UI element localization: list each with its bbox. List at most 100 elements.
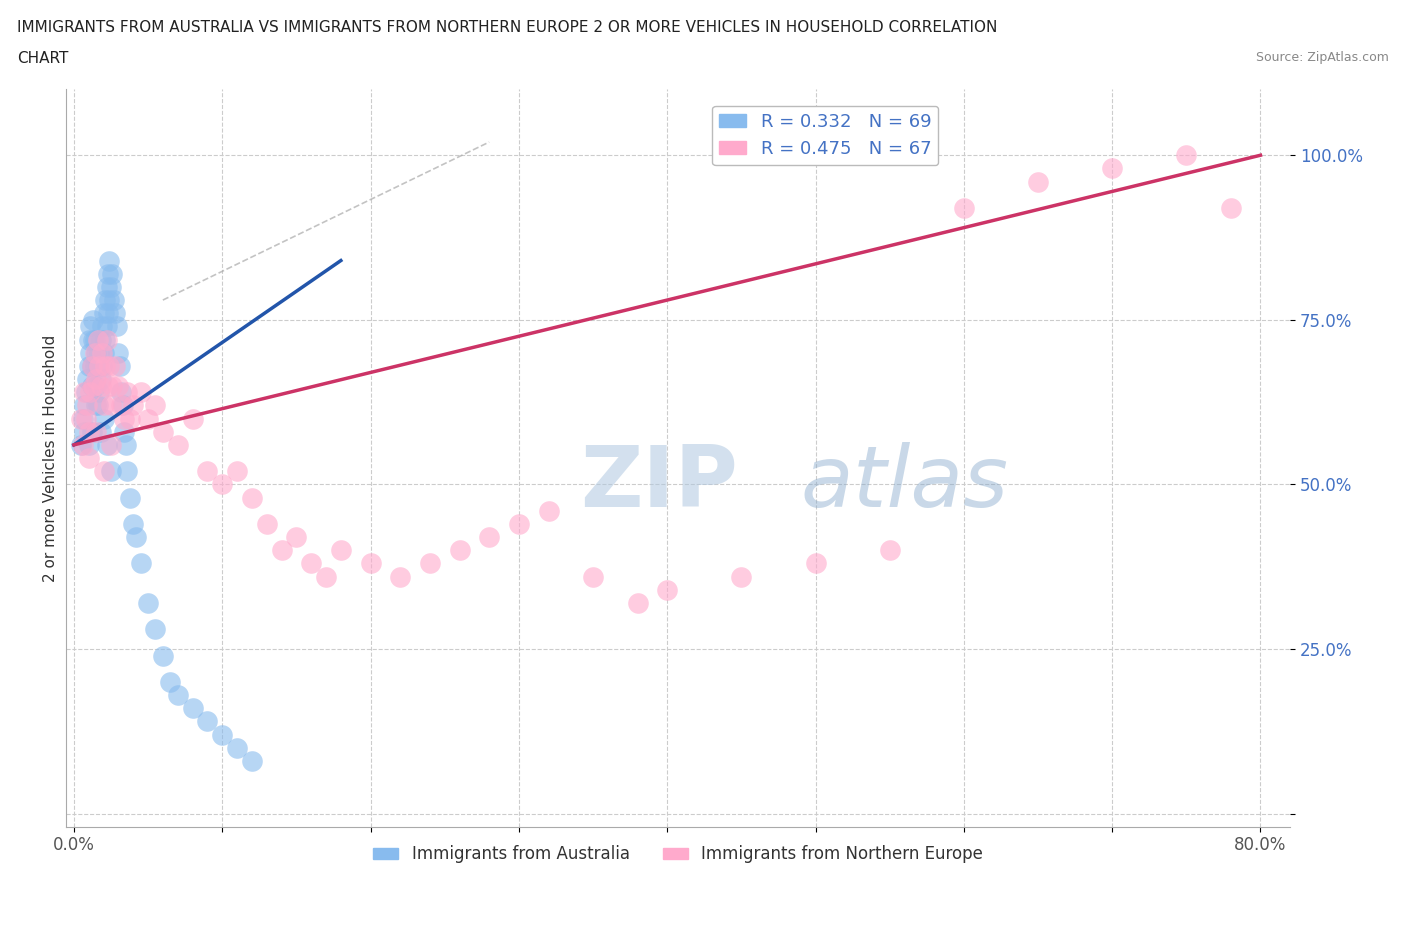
- Point: [98, 293, 121, 308]
- Point: [76, 372, 98, 387]
- Point: [90, 424, 112, 439]
- Point: [129, 556, 152, 571]
- Point: [419, 556, 441, 571]
- Point: [90, 372, 112, 387]
- Point: [730, 569, 752, 584]
- Point: [626, 595, 648, 610]
- Point: [76, 398, 98, 413]
- Point: [159, 674, 181, 689]
- Text: ZIP: ZIP: [581, 443, 738, 525]
- Point: [166, 437, 188, 452]
- Y-axis label: 2 or more Vehicles in Household: 2 or more Vehicles in Household: [44, 335, 58, 581]
- Point: [114, 437, 136, 452]
- Point: [82, 379, 104, 393]
- Point: [70, 437, 93, 452]
- Point: [129, 385, 152, 400]
- Point: [93, 345, 115, 360]
- Point: [94, 358, 117, 373]
- Legend: Immigrants from Australia, Immigrants from Northern Europe: Immigrants from Australia, Immigrants fr…: [367, 839, 990, 870]
- Point: [93, 464, 115, 479]
- Point: [101, 379, 124, 393]
- Point: [389, 569, 412, 584]
- Point: [478, 529, 501, 544]
- Point: [80, 424, 103, 439]
- Point: [97, 306, 120, 321]
- Point: [73, 398, 96, 413]
- Point: [125, 529, 148, 544]
- Point: [879, 543, 901, 558]
- Point: [1175, 148, 1198, 163]
- Point: [953, 201, 976, 216]
- Point: [70, 411, 93, 426]
- Point: [80, 358, 103, 373]
- Point: [77, 358, 100, 373]
- Point: [226, 740, 249, 755]
- Point: [136, 411, 159, 426]
- Point: [107, 345, 129, 360]
- Point: [360, 556, 382, 571]
- Point: [100, 464, 122, 479]
- Point: [181, 411, 204, 426]
- Point: [112, 411, 135, 426]
- Point: [96, 319, 118, 334]
- Point: [508, 516, 530, 531]
- Point: [240, 490, 263, 505]
- Point: [657, 582, 679, 597]
- Point: [97, 379, 120, 393]
- Point: [90, 379, 112, 393]
- Point: [1219, 201, 1241, 216]
- Point: [86, 398, 108, 413]
- Point: [84, 379, 107, 393]
- Point: [537, 503, 560, 518]
- Point: [100, 279, 122, 294]
- Point: [582, 569, 605, 584]
- Point: [87, 358, 110, 373]
- Point: [77, 451, 100, 466]
- Point: [111, 398, 134, 413]
- Point: [105, 319, 128, 334]
- Point: [87, 345, 110, 360]
- Point: [84, 345, 107, 360]
- Point: [804, 556, 827, 571]
- Point: [73, 424, 96, 439]
- Point: [110, 385, 132, 400]
- Point: [77, 437, 100, 452]
- Point: [107, 379, 129, 393]
- Point: [117, 385, 139, 400]
- Point: [94, 332, 117, 347]
- Point: [120, 490, 142, 505]
- Point: [226, 464, 249, 479]
- Text: CHART: CHART: [17, 51, 69, 66]
- Point: [91, 319, 114, 334]
- Point: [449, 543, 471, 558]
- Point: [75, 411, 97, 426]
- Point: [315, 569, 337, 584]
- Point: [79, 345, 101, 360]
- Point: [181, 701, 204, 716]
- Point: [91, 358, 114, 373]
- Point: [97, 266, 120, 281]
- Point: [90, 332, 112, 347]
- Point: [103, 293, 125, 308]
- Point: [122, 398, 145, 413]
- Point: [98, 253, 121, 268]
- Point: [93, 306, 115, 321]
- Point: [100, 437, 122, 452]
- Point: [104, 306, 127, 321]
- Point: [77, 332, 100, 347]
- Point: [91, 345, 114, 360]
- Point: [84, 424, 107, 439]
- Point: [1026, 174, 1049, 189]
- Point: [96, 332, 118, 347]
- Point: [152, 424, 174, 439]
- Point: [145, 398, 167, 413]
- Point: [104, 358, 127, 373]
- Point: [110, 398, 132, 413]
- Point: [195, 464, 218, 479]
- Point: [211, 727, 233, 742]
- Point: [96, 437, 118, 452]
- Point: [145, 622, 167, 637]
- Point: [1101, 161, 1123, 176]
- Point: [84, 372, 107, 387]
- Point: [117, 464, 139, 479]
